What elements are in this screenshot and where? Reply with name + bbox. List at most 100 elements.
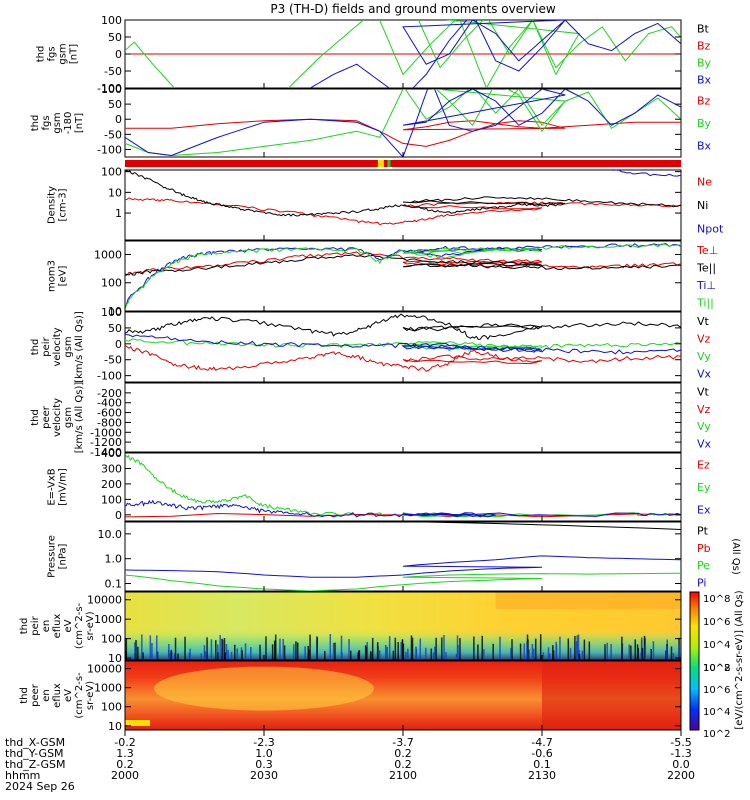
y-axis-label: gsm bbox=[63, 336, 74, 357]
ion-noise-tick bbox=[135, 639, 137, 660]
x-row-label: thd_X-GSM bbox=[5, 736, 65, 749]
y-axis-label: peer bbox=[30, 683, 41, 707]
y-tick-label: 1000 bbox=[94, 682, 122, 695]
x-row-label: thd_Z-GSM bbox=[5, 758, 65, 771]
legend-entry-ez: Ez bbox=[697, 458, 710, 471]
ion-noise-tick bbox=[457, 644, 459, 660]
ion-noise-tick bbox=[230, 651, 233, 660]
ion-noise-tick bbox=[432, 652, 435, 660]
series-line-te bbox=[125, 251, 681, 277]
ion-noise-tick bbox=[666, 646, 668, 660]
legend-entry-ti: Ti|| bbox=[696, 296, 714, 309]
x-tick-label: -0.2 bbox=[114, 736, 135, 749]
series-group bbox=[125, 313, 681, 372]
ion-noise-tick bbox=[223, 638, 226, 660]
y-axis-label: Density bbox=[47, 186, 58, 224]
legend-entry-te: Te|| bbox=[696, 261, 716, 274]
ion-noise-tick bbox=[397, 641, 399, 660]
y-tick-label: 10000 bbox=[87, 663, 122, 676]
ion-noise-tick bbox=[364, 645, 367, 660]
ion-noise-tick bbox=[636, 644, 639, 660]
y-axis: 100 50 0 -50 -100 bbox=[97, 83, 681, 156]
y-tick-label: 1.0 bbox=[105, 553, 123, 566]
y-axis-label: gsm bbox=[58, 43, 69, 64]
y-tick-label: 50 bbox=[108, 98, 122, 111]
ion-noise-tick bbox=[511, 639, 513, 660]
ion-noise-tick bbox=[510, 647, 512, 660]
ion-noise-tick bbox=[555, 641, 557, 660]
ion-noise-tick bbox=[244, 643, 247, 660]
ion-noise-tick bbox=[641, 647, 644, 660]
series-line-vy bbox=[125, 338, 681, 352]
ion-noise-tick bbox=[643, 635, 646, 660]
series-group bbox=[125, 453, 681, 518]
y-axis-label: [eV] bbox=[58, 266, 69, 287]
ion-noise-tick bbox=[604, 644, 606, 660]
ion-noise-tick bbox=[134, 642, 136, 660]
legend-entry-npot: Npot bbox=[697, 222, 724, 235]
series-line-by bbox=[125, 89, 681, 157]
x-tick-label: 0.2 bbox=[394, 747, 412, 760]
x-tick-label: 2130 bbox=[528, 769, 556, 782]
legend-entry-pt: Pt bbox=[697, 525, 709, 538]
ion-noise-tick bbox=[644, 646, 647, 660]
y-tick-label: -1400 bbox=[90, 446, 122, 459]
y-tick-label: 0 bbox=[115, 113, 122, 126]
series-line-pi bbox=[125, 555, 681, 578]
ion-noise-tick bbox=[405, 651, 407, 660]
ion-noise-tick bbox=[492, 643, 494, 660]
y-tick-label: 200 bbox=[101, 478, 122, 491]
electron-low-tick bbox=[125, 720, 150, 726]
ion-noise-tick bbox=[402, 643, 405, 660]
ion-noise-tick bbox=[203, 645, 206, 660]
ion-noise-tick bbox=[334, 642, 336, 660]
ion-noise-tick bbox=[215, 640, 217, 660]
ion-noise-tick bbox=[481, 635, 484, 660]
ion-noise-tick bbox=[621, 636, 623, 660]
ion-noise-tick bbox=[341, 652, 343, 660]
y-tick-label: 1000 bbox=[94, 248, 122, 261]
ion-noise-tick bbox=[640, 639, 643, 660]
y-axis-label: [nPa] bbox=[58, 543, 69, 569]
y-axis-label: peer bbox=[41, 405, 52, 429]
series-group bbox=[125, 170, 681, 226]
series-line-bx bbox=[309, 20, 681, 88]
ion-noise-tick bbox=[205, 652, 207, 660]
ion-noise-tick bbox=[473, 636, 475, 660]
ion-noise-tick bbox=[534, 638, 537, 660]
x-tick-label: -0.6 bbox=[531, 747, 552, 760]
y-tick-label: -50 bbox=[104, 128, 122, 141]
y-tick-label: 10 bbox=[108, 305, 122, 318]
ion-noise-tick bbox=[358, 650, 361, 660]
series-line-ne bbox=[125, 197, 681, 226]
legend-entry-vx: Vx bbox=[697, 437, 712, 450]
x-tick-label: 0.2 bbox=[116, 758, 134, 771]
series-group bbox=[125, 242, 681, 310]
panel-peir_spec: 10000 1000 100 10 thd peir en eflux eV (cm^2-s-sr… bbox=[19, 591, 682, 665]
y-axis-label: thd bbox=[30, 339, 41, 356]
ion-noise-tick bbox=[332, 642, 335, 660]
y-axis-label: velocity bbox=[52, 327, 63, 366]
legend-entry-bt: Bt bbox=[697, 23, 710, 36]
ion-noise-tick bbox=[483, 649, 485, 660]
ion-noise-tick bbox=[137, 646, 139, 660]
panel-peir_velocity: 100 50 0 -50 -100 thd peir velocity gsm [km/s (Al… bbox=[30, 306, 712, 383]
ion-noise-tick bbox=[434, 646, 436, 660]
y-axis-label: eflux bbox=[52, 683, 63, 708]
series-line-vx bbox=[125, 334, 681, 355]
ion-noise-tick bbox=[567, 638, 570, 660]
y-axis-label: fgs bbox=[41, 115, 52, 130]
date-label: 2024 Sep 26 bbox=[5, 780, 75, 793]
panel-frame bbox=[124, 88, 682, 158]
panel-frame bbox=[124, 452, 682, 522]
ion-noise-tick bbox=[234, 644, 236, 660]
ion-noise-tick bbox=[188, 652, 191, 660]
electron-late-red bbox=[542, 661, 681, 730]
y-axis-label: peir bbox=[41, 336, 52, 356]
ion-noise-tick bbox=[141, 634, 143, 660]
time-axis: -0.21.30.22000-2.31.00.32030-3.70.20.221… bbox=[5, 83, 695, 793]
series-line-by bbox=[125, 20, 681, 88]
colorbar-title: [eV/(cm^2-s-sr-eV)] (All Qs) bbox=[734, 590, 745, 729]
figure-title: P3 (TH-D) fields and ground moments over… bbox=[270, 2, 555, 16]
